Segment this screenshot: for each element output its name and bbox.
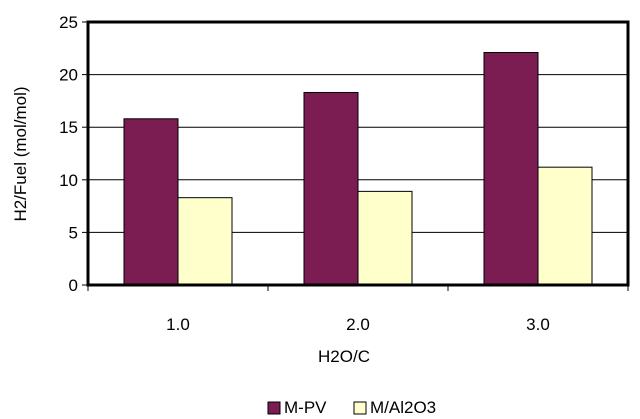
bars [123, 52, 593, 286]
plot-frame [86, 20, 630, 287]
x-tick-labels: 1.0 2.0 3.0 [166, 315, 550, 334]
y-tick-labels: 0 5 10 15 20 25 [59, 13, 78, 295]
bar-m-al2o3-1-0 [177, 197, 233, 286]
legend: M-PV M/Al2O3 [267, 398, 436, 417]
x-tick-label: 1.0 [166, 315, 190, 334]
x-axis-title: H2O/C [318, 347, 370, 366]
x-tick-label: 2.0 [346, 315, 370, 334]
y-axis-title: H2/Fuel (mol/mol) [11, 86, 30, 221]
y-tick-label: 5 [69, 223, 78, 242]
bar-m-pv-1-0 [123, 118, 179, 286]
y-tick-label: 10 [59, 171, 78, 190]
y-tick-label: 25 [59, 13, 78, 32]
bar-m-pv-3-0 [483, 52, 539, 286]
bar-m-al2o3-2-0 [357, 190, 413, 286]
bar-m-al2o3-3-0 [537, 166, 593, 286]
y-tick-label: 0 [69, 276, 78, 295]
bar-m-pv-2-0 [303, 91, 359, 286]
legend-label-m-al2o3: M/Al2O3 [370, 398, 436, 417]
y-tick-label: 15 [59, 118, 78, 137]
x-tick-label: 3.0 [526, 315, 550, 334]
y-tick-label: 20 [59, 66, 78, 85]
legend-label-m-pv: M-PV [284, 398, 327, 417]
axes [82, 20, 630, 291]
legend-swatch-m-pv [267, 401, 281, 415]
legend-swatch-m-al2o3 [353, 401, 367, 415]
